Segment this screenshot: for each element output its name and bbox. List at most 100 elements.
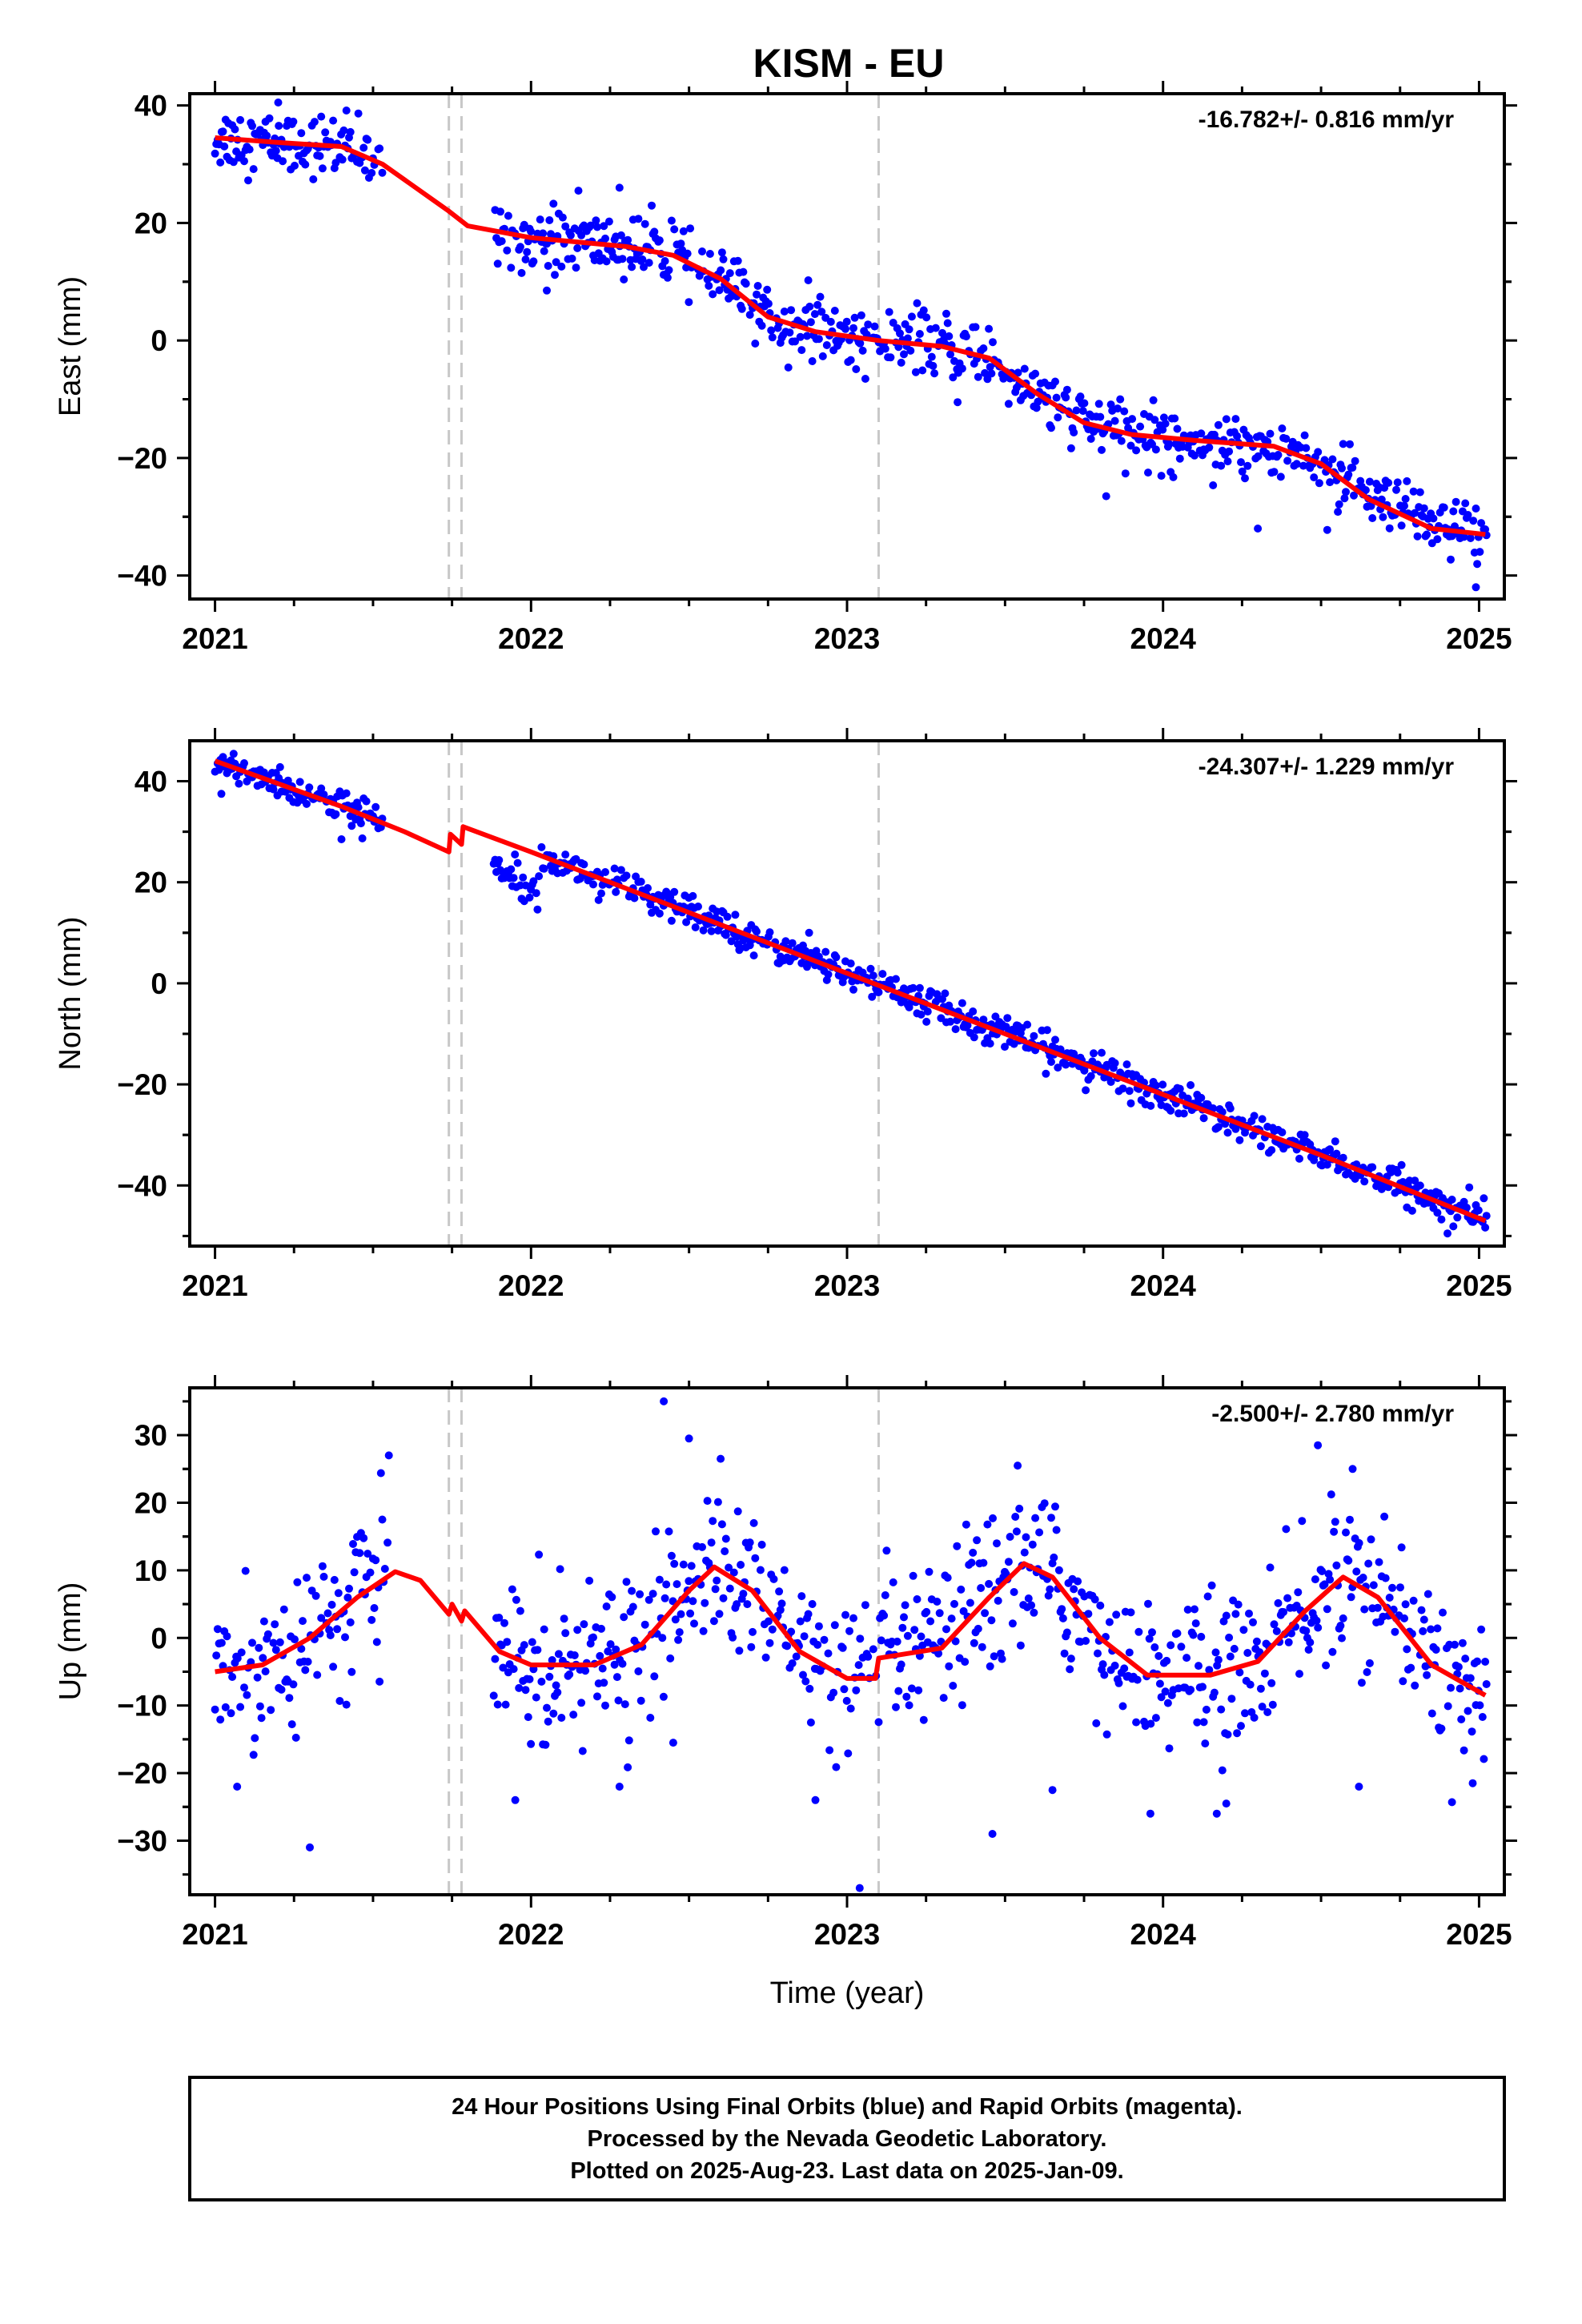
data-point (1294, 1588, 1303, 1597)
data-point (717, 248, 726, 257)
data-point-outlier (274, 99, 283, 107)
data-point (604, 1647, 612, 1656)
data-point (953, 1542, 962, 1550)
data-point-outlier (511, 1795, 520, 1804)
data-point (679, 1560, 688, 1569)
data-point (1344, 470, 1353, 479)
data-point (1249, 1618, 1257, 1626)
data-point (830, 307, 839, 315)
data-point (648, 1590, 657, 1598)
data-point (661, 257, 669, 265)
data-point (804, 276, 813, 284)
data-point (640, 1620, 649, 1629)
data-point (1117, 436, 1126, 445)
data-point (817, 308, 826, 316)
data-point (842, 317, 851, 326)
data-point (648, 201, 656, 210)
data-point (1014, 368, 1022, 377)
data-point (528, 1638, 536, 1647)
data-point (840, 1685, 849, 1694)
data-point (1230, 1644, 1239, 1653)
data-point (1245, 1609, 1253, 1618)
data-point (244, 176, 252, 185)
data-point (1110, 1661, 1119, 1670)
data-point-outlier (805, 928, 813, 937)
data-point (966, 1598, 974, 1607)
data-point-outlier (1355, 1783, 1363, 1791)
y-tick-label: −20 (117, 1757, 167, 1790)
data-point-outlier (384, 1451, 393, 1460)
data-point (606, 1640, 615, 1649)
model-fit-line (215, 135, 1486, 537)
data-point (515, 1683, 524, 1692)
data-point (640, 263, 648, 271)
data-point (1433, 1624, 1442, 1633)
data-point (303, 1574, 311, 1582)
data-point (540, 247, 548, 255)
data-point (1302, 444, 1311, 452)
data-point (1437, 1724, 1446, 1733)
data-point (545, 1672, 554, 1681)
data-point (1360, 1605, 1369, 1614)
data-point (905, 325, 913, 334)
data-point (636, 878, 645, 886)
data-point (371, 802, 380, 811)
data-point (347, 1667, 356, 1676)
data-point (532, 889, 540, 898)
data-point (1328, 455, 1337, 464)
data-point (622, 1578, 631, 1586)
data-point (767, 326, 776, 335)
data-point (946, 350, 954, 359)
data-point (1043, 1026, 1051, 1035)
data-point (566, 231, 575, 239)
data-point (1207, 1581, 1216, 1590)
data-point (561, 850, 570, 859)
x-tick-label: 2023 (814, 1918, 880, 1951)
data-point (841, 1610, 849, 1619)
data-point (808, 357, 817, 365)
data-point (549, 199, 558, 208)
y-tick-label: 0 (151, 324, 167, 357)
data-point (1022, 1533, 1030, 1542)
data-point (768, 333, 777, 342)
data-point (267, 1706, 275, 1715)
data-point (537, 1677, 546, 1686)
plot-area (190, 94, 1504, 599)
data-point (1256, 1684, 1265, 1693)
data-point (1429, 514, 1438, 523)
data-point (1350, 491, 1358, 500)
data-point (523, 247, 532, 256)
y-tick-label: −10 (117, 1690, 167, 1723)
y-tick-label: 0 (151, 967, 167, 1000)
data-point (905, 1701, 913, 1710)
data-point-outlier (811, 1795, 820, 1804)
y-axis-label: East (mm) (54, 276, 87, 416)
data-point-outlier (306, 1843, 314, 1852)
data-point (1306, 1638, 1315, 1647)
data-point (943, 1574, 952, 1582)
data-point (1338, 1634, 1346, 1642)
data-point (1267, 1679, 1276, 1687)
data-point (1377, 495, 1386, 504)
data-point (220, 142, 229, 151)
data-point (263, 131, 271, 140)
data-point (1235, 1136, 1244, 1144)
model-fit-line (215, 1561, 1487, 1698)
data-point (1179, 1109, 1188, 1118)
data-point (945, 1662, 954, 1671)
data-point (521, 1686, 530, 1695)
data-point (565, 1670, 574, 1679)
data-point (289, 1680, 298, 1689)
data-point (1040, 1499, 1049, 1508)
data-point (985, 324, 994, 333)
data-point (342, 107, 351, 115)
data-point (1070, 428, 1078, 436)
data-point (535, 1550, 544, 1559)
y-tick-label: 0 (151, 1622, 167, 1655)
data-point (741, 279, 750, 288)
data-point (219, 127, 227, 136)
data-point (986, 1039, 994, 1048)
data-point (1447, 555, 1455, 564)
data-point-outlier (855, 1884, 864, 1892)
data-point (367, 169, 376, 177)
